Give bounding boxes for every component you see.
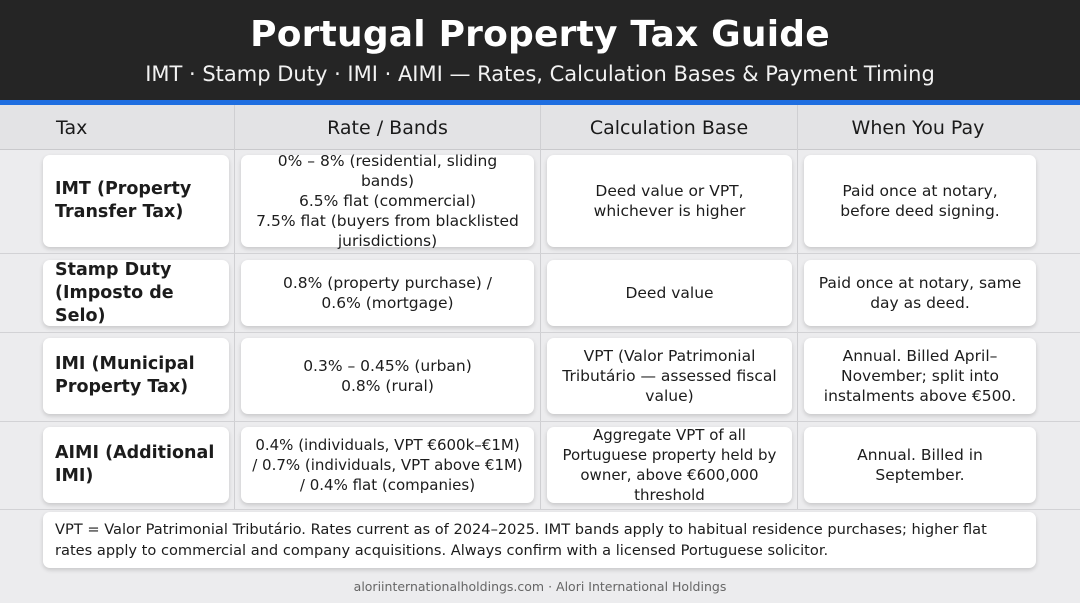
- column-divider: [234, 105, 235, 510]
- page-title: Portugal Property Tax Guide: [250, 14, 830, 55]
- tax-name-cell: Stamp Duty (Imposto de Selo): [43, 260, 229, 326]
- rate-cell: 0.3% – 0.45% (urban) 0.8% (rural): [241, 338, 534, 414]
- base-cell: VPT (Valor Patrimonial Tributário — asse…: [547, 338, 792, 414]
- rate-text: 0% – 8% (residential, sliding bands) 6.5…: [256, 152, 519, 250]
- rate-cell: 0.4% (individuals, VPT €600k–€1M) / 0.7%…: [241, 427, 534, 503]
- row-divider: [0, 509, 1080, 510]
- footer-credit: aloriinternationalholdings.com · Alori I…: [353, 579, 727, 594]
- base-cell: Aggregate VPT of all Portuguese property…: [547, 426, 792, 504]
- column-header-tax: Tax: [56, 116, 88, 139]
- column-header-rate: Rate / Bands: [327, 116, 448, 139]
- row-divider: [0, 253, 1080, 254]
- tax-name-cell: AIMI (Additional IMI): [43, 427, 229, 503]
- column-header-when: When You Pay: [851, 116, 985, 139]
- row-divider: [0, 421, 1080, 422]
- row-divider: [0, 332, 1080, 333]
- column-divider: [540, 105, 541, 510]
- header-banner: Portugal Property Tax Guide IMT · Stamp …: [0, 0, 1080, 100]
- payment-timing-cell: Paid once at notary, before deed signing…: [804, 155, 1036, 247]
- column-divider: [797, 105, 798, 510]
- footnote: VPT = Valor Patrimonial Tributário. Rate…: [43, 512, 1036, 568]
- payment-timing-cell: Annual. Billed April–November; split int…: [804, 338, 1036, 414]
- base-cell: Deed value: [547, 260, 792, 326]
- payment-timing-cell: Paid once at notary, same day as deed.: [804, 260, 1036, 326]
- tax-name-cell: IMI (Municipal Property Tax): [43, 338, 229, 414]
- rate-cell: 0% – 8% (residential, sliding bands) 6.5…: [241, 152, 534, 250]
- base-cell: Deed value or VPT, whichever is higher: [547, 155, 792, 247]
- accent-bar: [0, 100, 1080, 105]
- payment-timing-cell: Annual. Billed in September.: [804, 427, 1036, 503]
- rate-cell: 0.8% (property purchase) / 0.6% (mortgag…: [241, 260, 534, 326]
- page-subtitle: IMT · Stamp Duty · IMI · AIMI — Rates, C…: [145, 62, 935, 86]
- column-header-base: Calculation Base: [589, 116, 749, 139]
- rate-text: 0.3% – 0.45% (urban) 0.8% (rural): [303, 357, 472, 395]
- tax-name-cell: IMT (Property Transfer Tax): [43, 155, 229, 247]
